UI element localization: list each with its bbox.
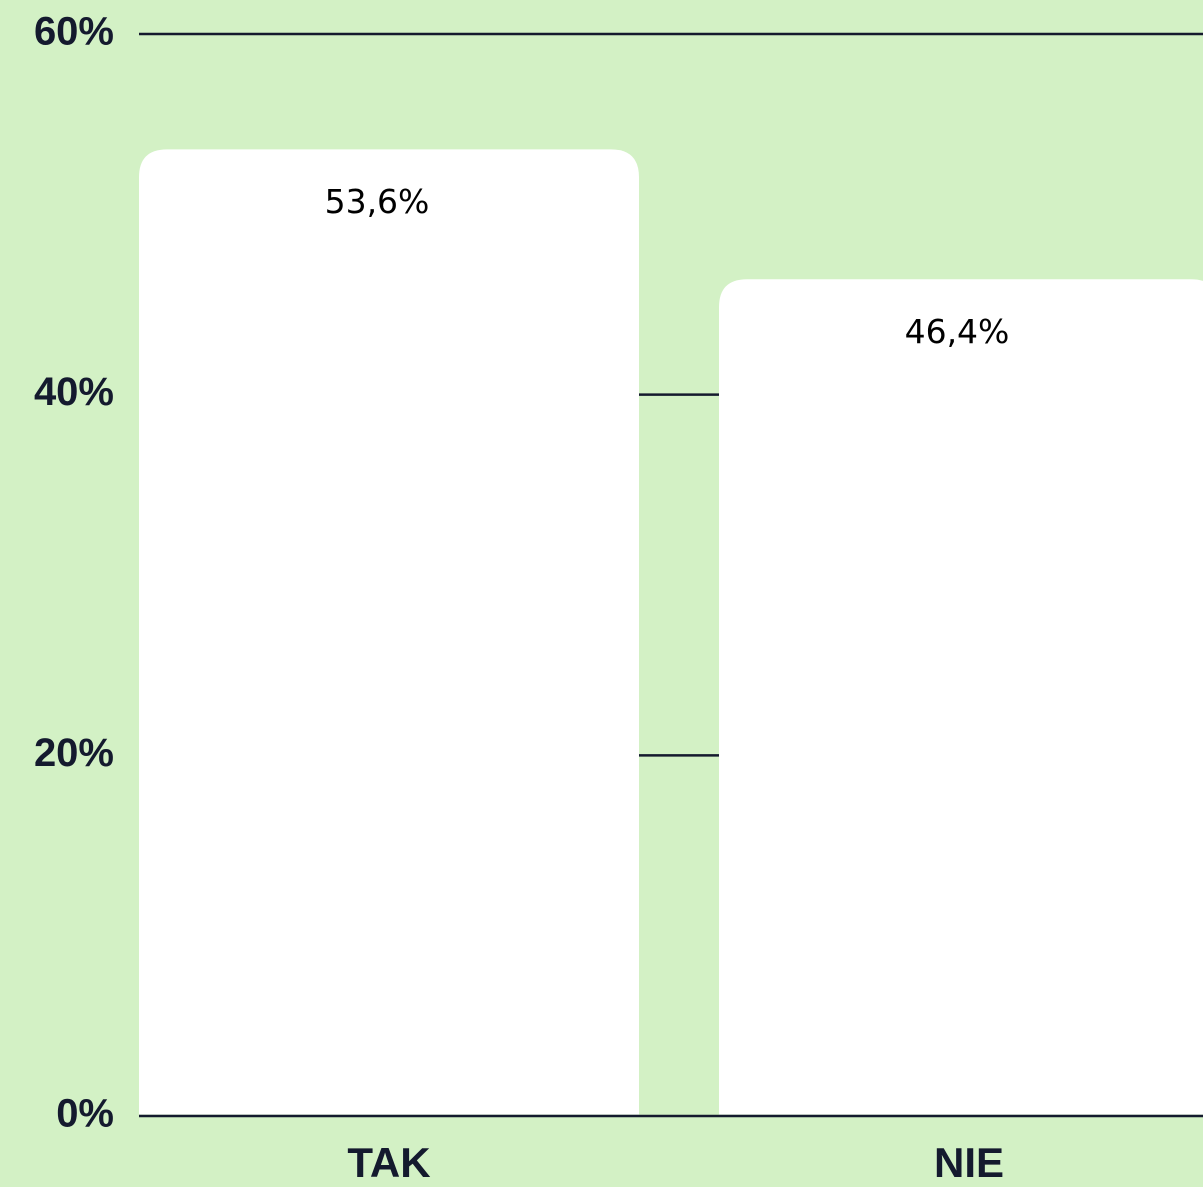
x-tick-label: TAK	[347, 1139, 430, 1186]
y-tick-label: 20%	[34, 731, 114, 775]
x-tick-label: NIE	[934, 1139, 1004, 1186]
y-tick-label: 40%	[34, 370, 114, 414]
bar	[719, 279, 1203, 1115]
value-label: 46,4%	[905, 312, 1010, 351]
y-tick-label: 60%	[34, 10, 114, 54]
bar	[139, 149, 639, 1115]
value-label: 53,6%	[325, 182, 430, 221]
y-tick-label: 0%	[56, 1092, 114, 1136]
